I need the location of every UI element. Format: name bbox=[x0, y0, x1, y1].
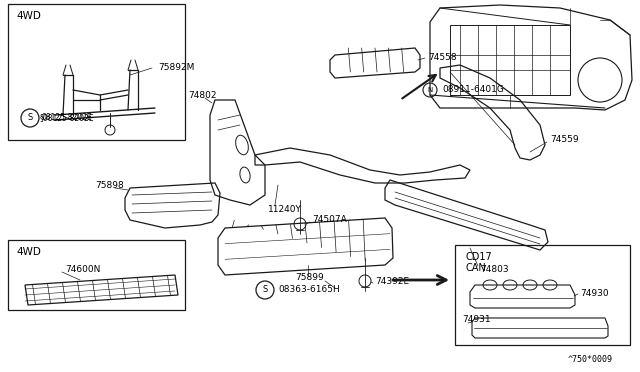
Text: CAN: CAN bbox=[465, 263, 486, 273]
Text: S: S bbox=[262, 285, 268, 295]
Text: 74802: 74802 bbox=[188, 90, 216, 99]
Text: 4WD: 4WD bbox=[16, 11, 41, 21]
Text: 74600N: 74600N bbox=[65, 266, 100, 275]
Text: 08911-6401G: 08911-6401G bbox=[442, 86, 504, 94]
Text: 08363-6165H: 08363-6165H bbox=[278, 285, 340, 295]
Text: 74558: 74558 bbox=[428, 54, 456, 62]
Text: 11240Y: 11240Y bbox=[268, 205, 302, 215]
Text: 75892M: 75892M bbox=[158, 64, 195, 73]
Text: 74507A: 74507A bbox=[312, 215, 347, 224]
Text: N: N bbox=[428, 87, 433, 93]
Text: 08125-8202E: 08125-8202E bbox=[42, 113, 93, 122]
Text: S: S bbox=[28, 113, 33, 122]
Text: ^750*0009: ^750*0009 bbox=[568, 356, 612, 365]
Text: 74931: 74931 bbox=[462, 315, 491, 324]
Text: 4WD: 4WD bbox=[16, 247, 41, 257]
Text: §08125-8202E: §08125-8202E bbox=[40, 113, 95, 122]
Text: 75898: 75898 bbox=[95, 180, 124, 189]
Text: 74392E: 74392E bbox=[375, 278, 409, 286]
Text: 75899: 75899 bbox=[295, 273, 324, 282]
Text: 74803: 74803 bbox=[480, 266, 509, 275]
Text: CD17: CD17 bbox=[465, 252, 492, 262]
Text: 74930: 74930 bbox=[580, 289, 609, 298]
Text: 74559: 74559 bbox=[550, 135, 579, 144]
